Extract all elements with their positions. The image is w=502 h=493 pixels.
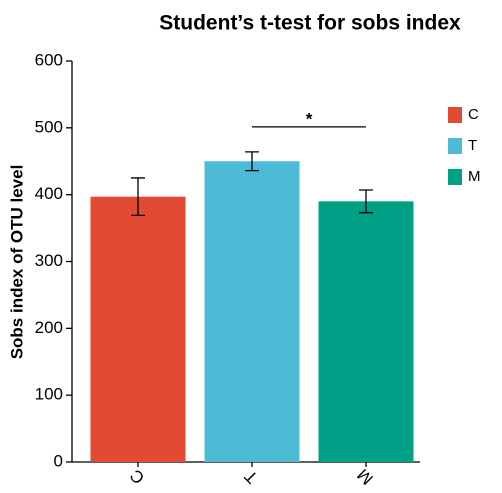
y-tick-label: 400	[35, 184, 63, 203]
significance-label: *	[306, 109, 313, 128]
legend-swatch	[448, 138, 462, 154]
y-axis-label: Sobs index of OTU level	[7, 165, 26, 360]
legend-label: T	[468, 137, 477, 154]
y-tick-label: 300	[35, 251, 63, 270]
x-tick-label: T	[241, 466, 262, 487]
bar	[318, 201, 414, 462]
legend-swatch	[448, 107, 462, 123]
error-bar	[131, 177, 145, 217]
x-tick-label: M	[354, 465, 377, 488]
y-tick-label: 200	[35, 318, 63, 337]
y-tick-label: 500	[35, 117, 63, 136]
error-bar	[245, 151, 259, 172]
y-tick-label: 100	[35, 385, 63, 404]
y-tick-label: 600	[35, 50, 63, 69]
x-tick-label: C	[126, 466, 148, 488]
bar	[204, 161, 300, 462]
y-tick-label: 0	[54, 451, 63, 470]
error-bar	[359, 189, 373, 214]
chart-title: Student’s t-test for sobs index	[159, 12, 461, 35]
legend-label: C	[468, 106, 479, 123]
bar	[90, 196, 186, 462]
legend-label: M	[468, 168, 481, 185]
legend-swatch	[448, 169, 462, 185]
